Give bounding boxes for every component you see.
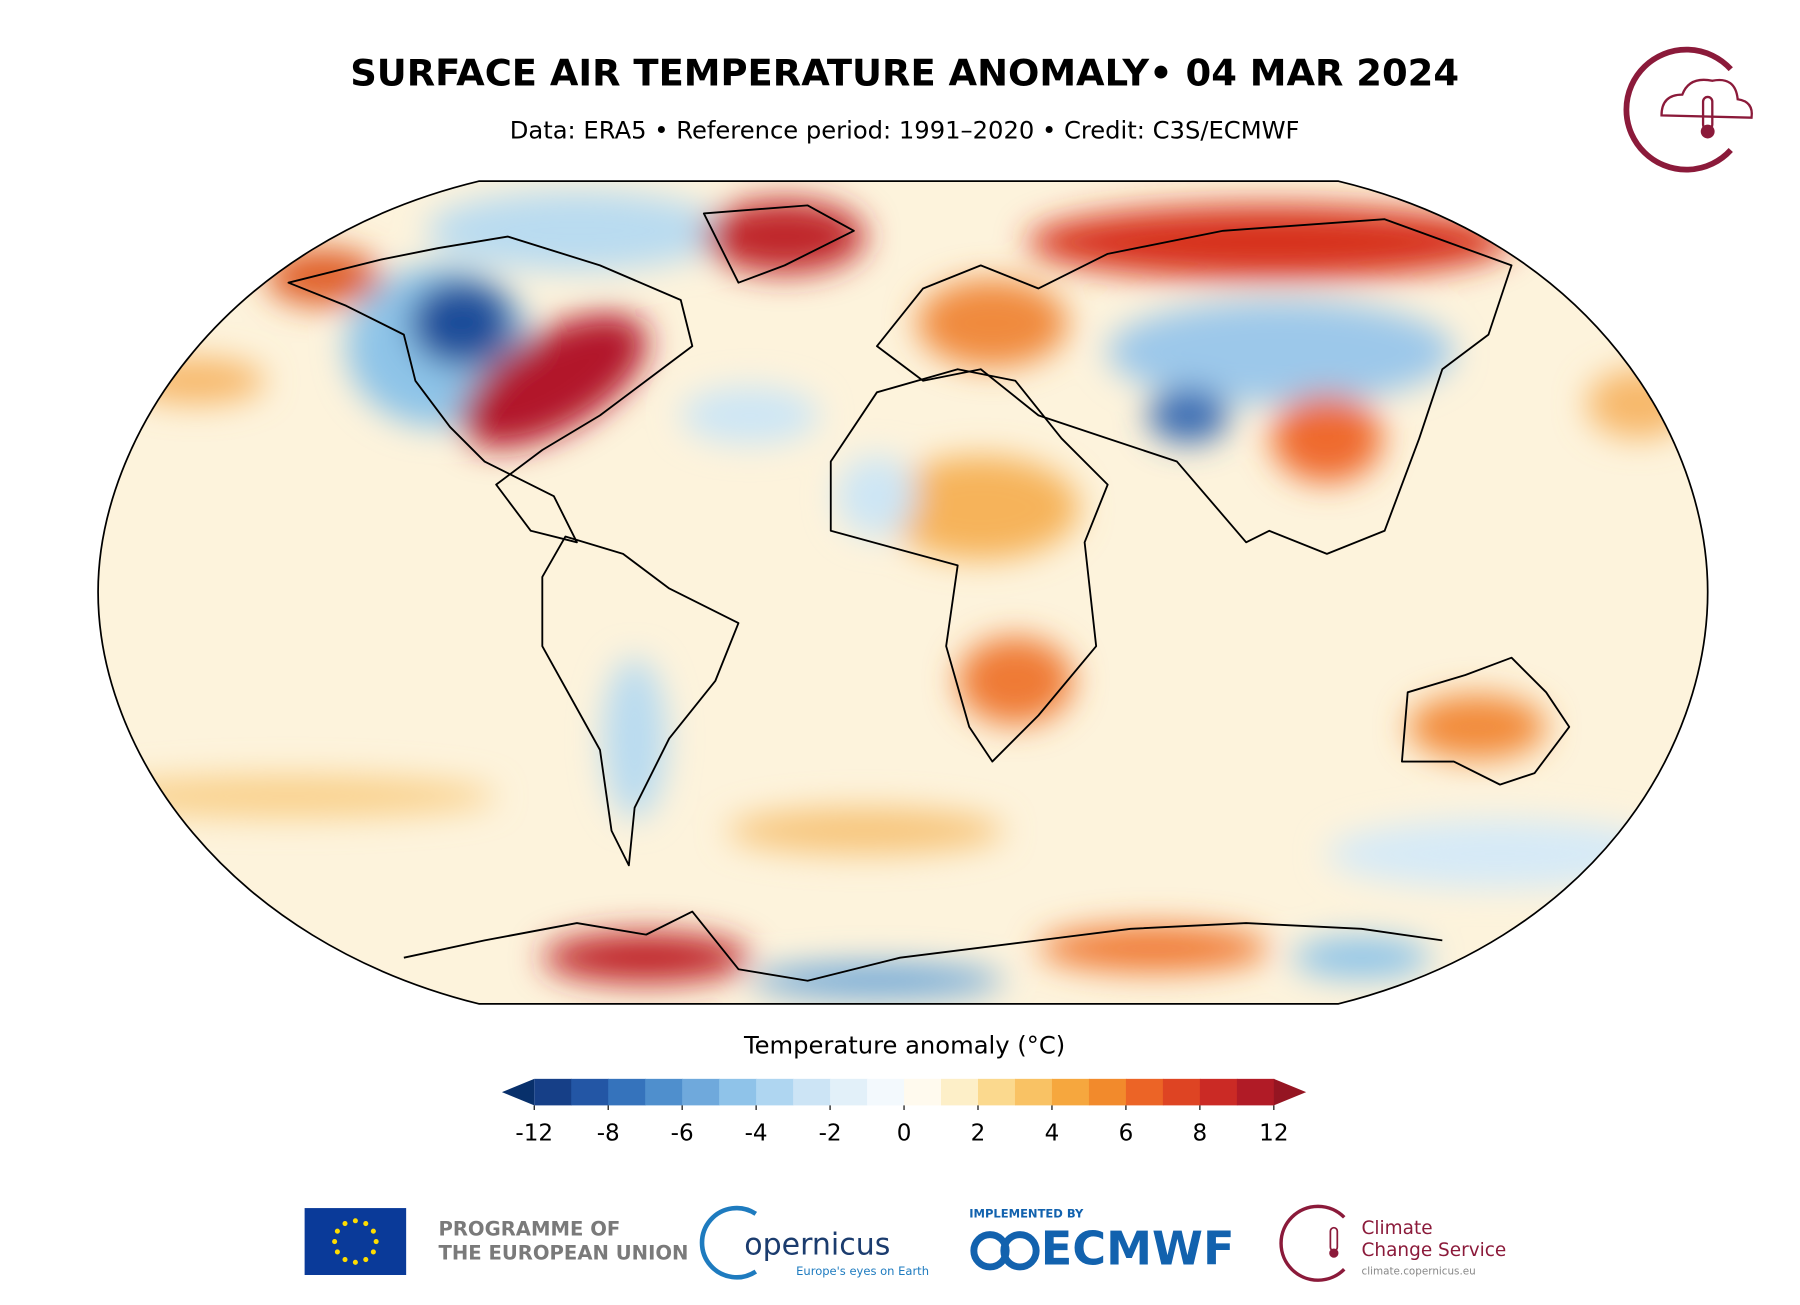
colorbar-extend-low <box>501 1078 535 1106</box>
ecmwf-mark <box>970 1231 1040 1271</box>
colorbar-segment <box>1125 1078 1164 1106</box>
colorbar-segment <box>645 1078 683 1106</box>
title: SURFACE AIR TEMPERATURE ANOMALY• 04 MAR … <box>350 52 1459 95</box>
c3s-mark <box>1279 1204 1346 1282</box>
colorbar-segment <box>682 1078 720 1106</box>
colorbar-segment <box>1199 1078 1238 1106</box>
eu-star <box>370 1249 376 1255</box>
colorbar-segment <box>1088 1078 1127 1106</box>
eu-star <box>363 1256 369 1263</box>
c3s-text: Change Service <box>1362 1240 1507 1261</box>
colorbar-tick-label: -4 <box>745 1121 768 1147</box>
colorbar-segment <box>978 1078 1016 1106</box>
colorbar-tick-label: -8 <box>597 1121 620 1147</box>
c3s-mark <box>1329 1248 1339 1258</box>
colorbar-segment <box>1236 1078 1275 1106</box>
colorbar-tick-label: 4 <box>1045 1121 1060 1147</box>
copernicus-c <box>699 1205 758 1280</box>
colorbar-segment <box>830 1078 868 1106</box>
c3s-text: Climate <box>1362 1218 1433 1239</box>
eu-star <box>373 1239 379 1245</box>
copernicus-name: opernicus <box>744 1228 890 1263</box>
eu-star <box>332 1239 338 1245</box>
eu-star <box>334 1249 340 1255</box>
ecmwf-note: IMPLEMENTED BY <box>969 1206 1084 1220</box>
colorbar-segment <box>756 1078 794 1106</box>
colorbar-tick-label: 0 <box>897 1121 912 1147</box>
colorbar-segment <box>571 1078 609 1106</box>
subtitle: Data: ERA5 • Reference period: 1991–2020… <box>510 117 1300 145</box>
colorbar-tick-label: -2 <box>819 1121 842 1147</box>
eu-star <box>342 1256 348 1263</box>
eu-star <box>352 1218 358 1224</box>
colorbar-segment <box>534 1078 572 1106</box>
ecmwf-name: ECMWF <box>1041 1221 1235 1275</box>
c3s-mark <box>1329 1226 1339 1252</box>
colorbar-tick-label: 12 <box>1259 1121 1288 1147</box>
eu-text: THE EUROPEAN UNION <box>438 1242 688 1265</box>
colorbar-segment <box>867 1078 905 1106</box>
map <box>97 180 1709 1005</box>
logo-c3s-top <box>1623 46 1753 173</box>
colorbar-tick-label: 8 <box>1193 1121 1208 1147</box>
colorbar-label: Temperature anomaly (°C) <box>743 1032 1065 1060</box>
colorbar-segment <box>608 1078 646 1106</box>
eu-star <box>334 1228 340 1234</box>
colorbar-segment <box>1162 1078 1201 1106</box>
eu-star <box>370 1228 376 1234</box>
colorbar-segment <box>941 1078 979 1106</box>
colorbar-tick-label: -12 <box>515 1121 553 1147</box>
footer: PROGRAMME OF THE EUROPEAN UNION opernicu… <box>304 1204 1507 1282</box>
colorbar-tick-label: 2 <box>971 1121 986 1147</box>
c3s-url: climate.copernicus.eu <box>1362 1266 1476 1278</box>
eu-star <box>342 1221 348 1227</box>
colorbar: -12 -8 -6 -4 -2 0 2 4 6 8 12 <box>501 1078 1307 1147</box>
colorbar-tick-label: -6 <box>671 1121 694 1147</box>
colorbar-extend-high <box>1273 1078 1307 1106</box>
eu-flag <box>304 1208 407 1275</box>
colorbar-segment <box>1051 1078 1090 1106</box>
colorbar-segment <box>1014 1078 1053 1106</box>
colorbar-segment <box>719 1078 757 1106</box>
colorbar-segment <box>793 1078 831 1106</box>
eu-star <box>352 1259 358 1265</box>
colorbar-segment <box>904 1078 942 1106</box>
copernicus-tagline: Europe's eyes on Earth <box>796 1264 929 1278</box>
eu-star <box>363 1221 369 1227</box>
colorbar-tick-label: 6 <box>1119 1121 1134 1147</box>
eu-text: PROGRAMME OF <box>438 1218 620 1241</box>
